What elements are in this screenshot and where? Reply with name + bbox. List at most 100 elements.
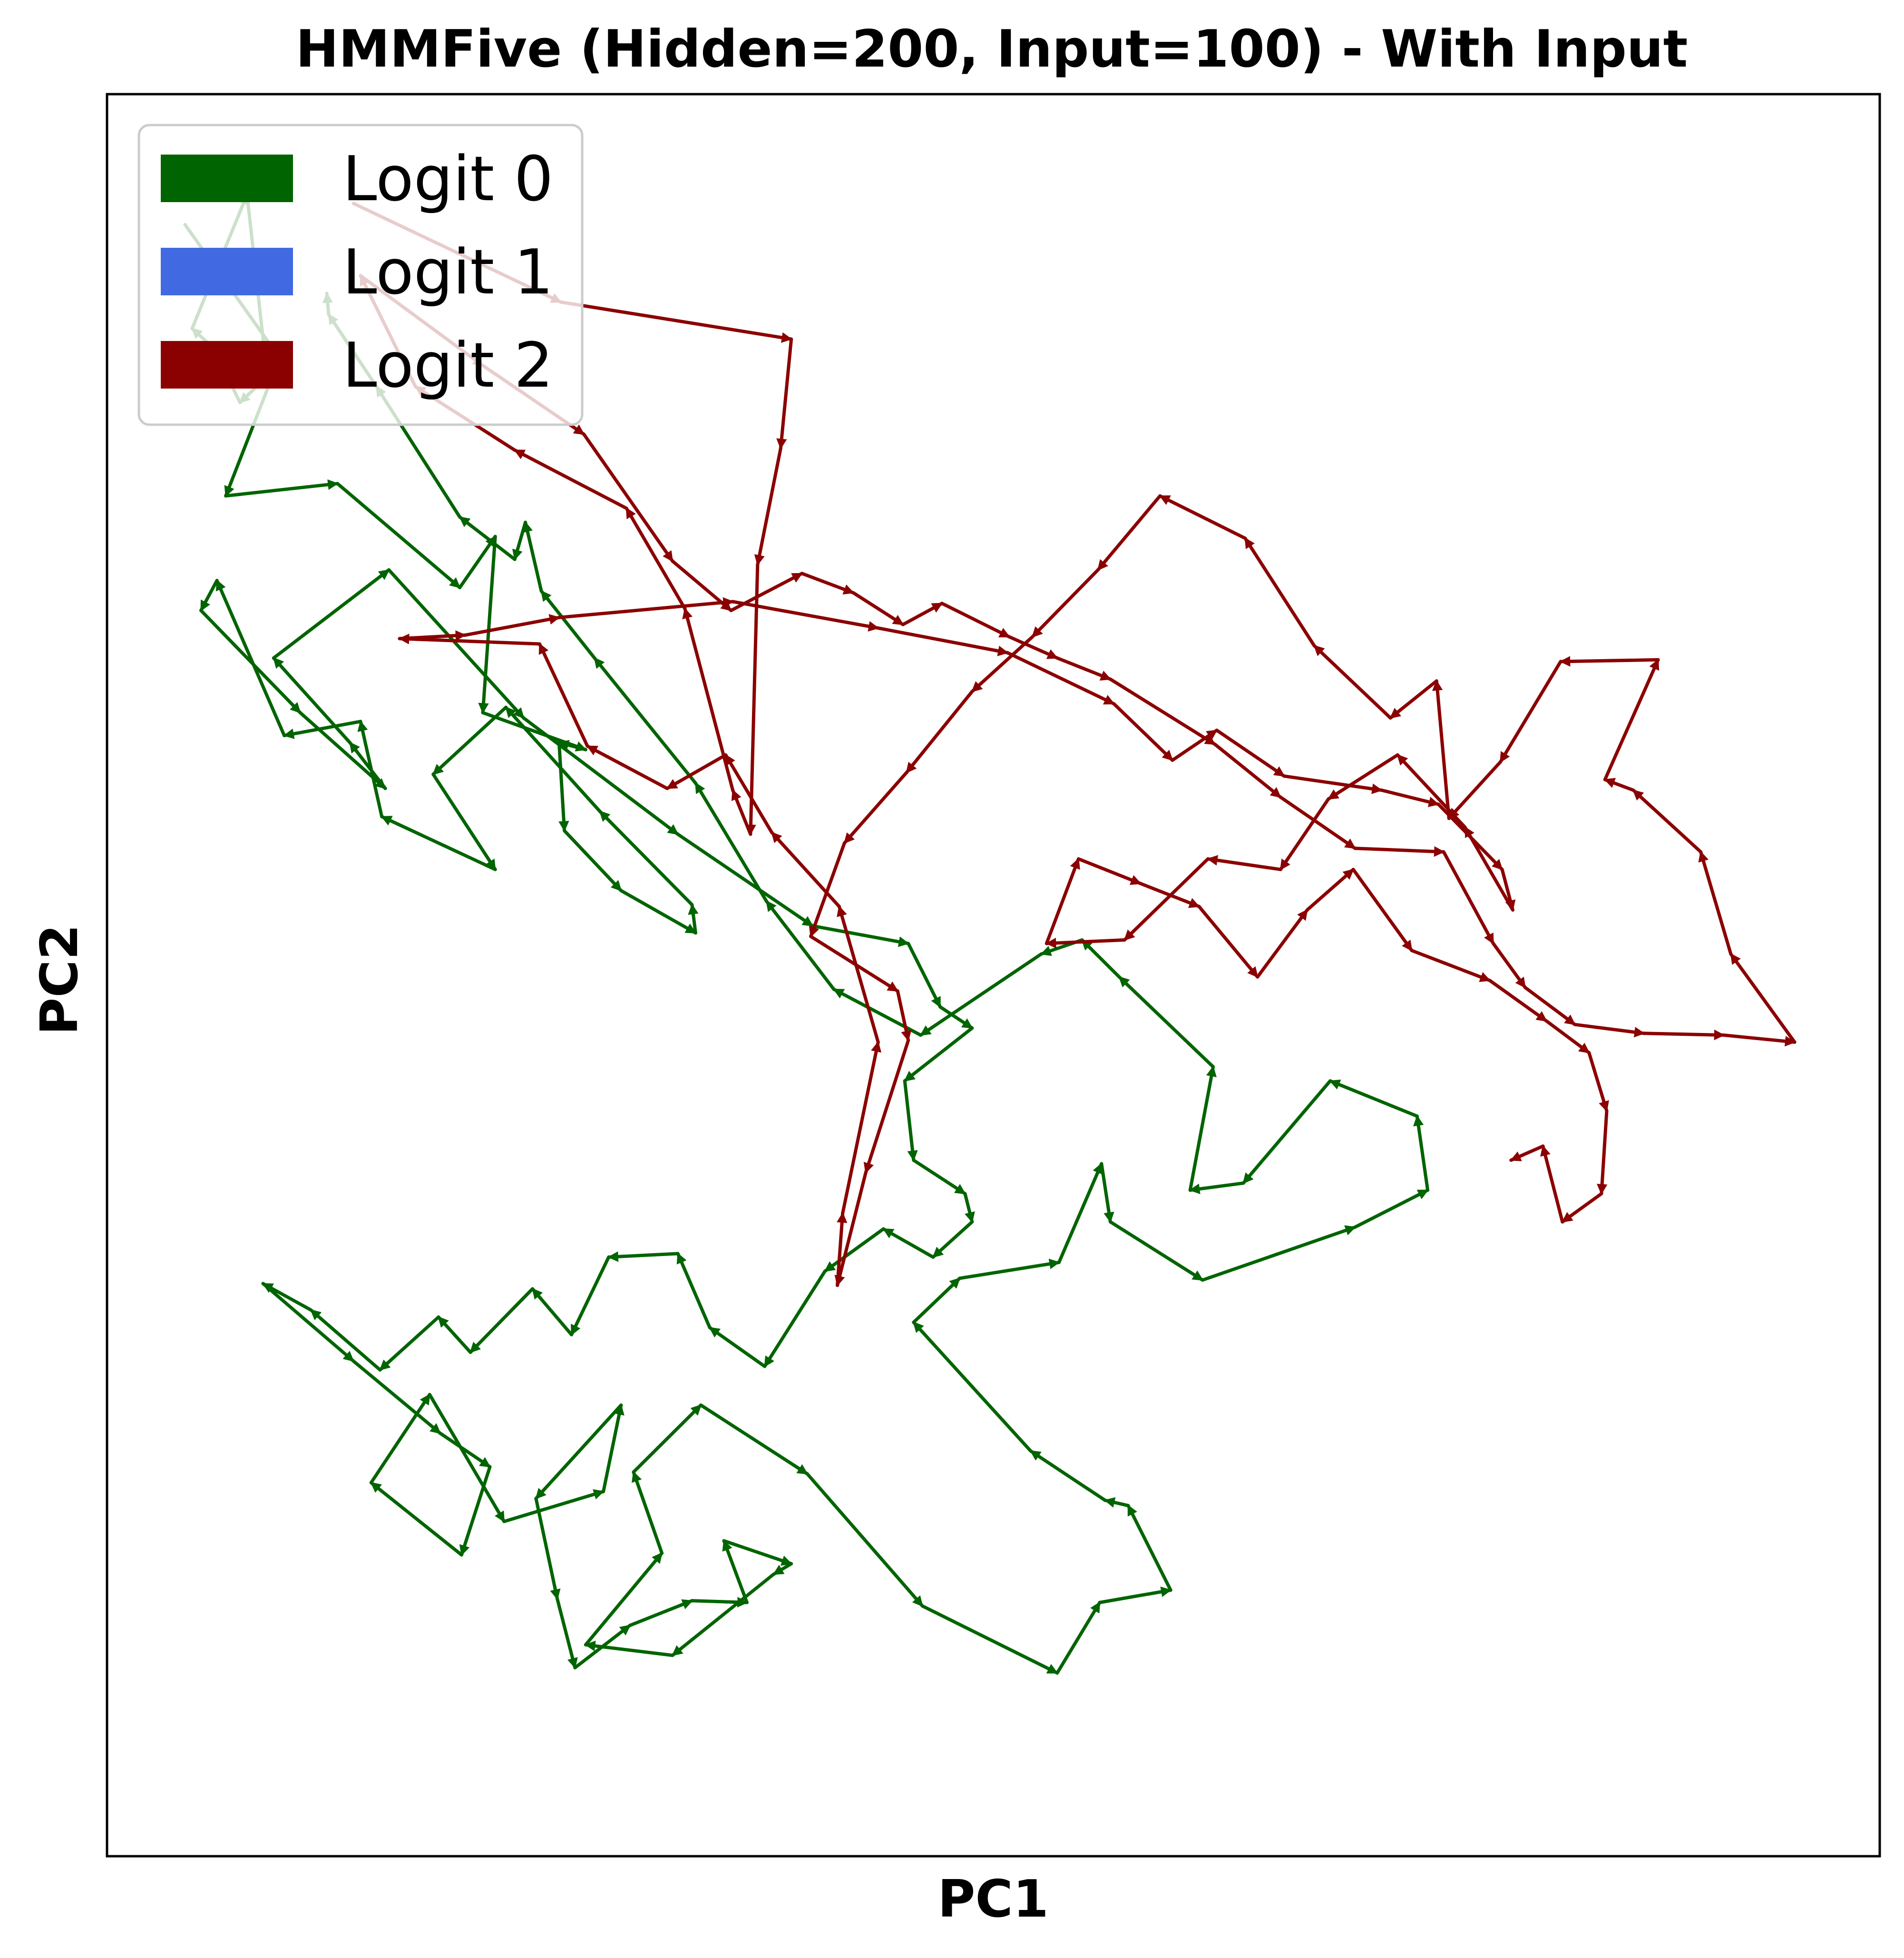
trajectory-segment xyxy=(531,1287,573,1336)
trajectory-segment xyxy=(458,535,497,589)
trajectory-segment xyxy=(1498,660,1562,764)
trajectory-segment xyxy=(1256,908,1309,979)
trajectory-segment xyxy=(1573,1023,1646,1038)
trajectory-segment xyxy=(1006,651,1116,706)
trajectory-segment xyxy=(776,337,793,450)
trajectory-segment xyxy=(920,1604,1059,1675)
trajectory-segment xyxy=(625,507,687,611)
trajectory-segment xyxy=(1055,1601,1102,1675)
trajectory-segment xyxy=(688,903,699,935)
trajectory-segment xyxy=(369,1481,463,1557)
trajectory-segment xyxy=(459,1465,492,1557)
trajectory-segment xyxy=(963,1192,975,1224)
legend-swatch xyxy=(161,155,293,202)
trajectory-segment xyxy=(1642,1029,1726,1041)
trajectory-segment xyxy=(504,705,602,813)
trajectory-segment xyxy=(1388,679,1438,720)
trajectory-segment xyxy=(1279,797,1330,871)
trajectory-segment xyxy=(513,448,628,510)
trajectory-segment xyxy=(1353,1188,1430,1229)
trajectory-segment xyxy=(586,744,669,790)
trajectory-segment xyxy=(896,989,912,1042)
trajectory-segment xyxy=(1057,1162,1103,1264)
trajectory-segment xyxy=(582,432,674,563)
trajectory-segment xyxy=(1139,882,1201,908)
trajectory-segment xyxy=(1103,1497,1130,1508)
trajectory-segment xyxy=(676,832,814,928)
trajectory-segment xyxy=(834,1171,868,1287)
trajectory-segment xyxy=(598,809,694,906)
trajectory-segment xyxy=(1631,789,1703,854)
trajectory-segment xyxy=(1100,1162,1114,1224)
trajectory-segment xyxy=(261,1282,355,1363)
trajectory-segment xyxy=(431,705,508,776)
trajectory-segment xyxy=(1488,979,1548,1023)
trajectory-segment xyxy=(224,479,339,498)
trajectory-segment xyxy=(919,952,1043,1037)
trajectory-segment xyxy=(563,829,623,893)
trajectory-segment xyxy=(938,1005,974,1030)
series-0 xyxy=(183,193,1430,1675)
trajectory-segment xyxy=(1729,952,1797,1044)
trajectory-segment xyxy=(458,515,517,561)
legend-swatch xyxy=(161,248,293,295)
trajectory-segment xyxy=(931,1220,974,1259)
trajectory-segment xyxy=(559,300,793,343)
trajectory-segment xyxy=(556,1597,578,1670)
trajectory-segment xyxy=(1463,825,1514,912)
trajectory-segment xyxy=(1117,975,1215,1069)
trajectory-segment xyxy=(1188,1065,1217,1192)
trajectory-segment xyxy=(693,781,768,903)
trajectory-segment xyxy=(907,942,942,1009)
trajectory-segment xyxy=(1540,1144,1564,1224)
trajectory-segment xyxy=(1597,1109,1609,1196)
trajectory-segment xyxy=(512,520,527,561)
trajectory-segment xyxy=(731,789,752,836)
legend-label: Logit 1 xyxy=(342,236,553,308)
trajectory-segment xyxy=(398,630,467,641)
trajectory-segment xyxy=(764,899,836,991)
trajectory-segment xyxy=(428,1393,506,1523)
legend-swatch xyxy=(161,341,293,389)
trajectory-segment xyxy=(1413,1114,1430,1192)
chart-title: HMMFive (Hidden=200, Input=100) - With I… xyxy=(296,19,1688,79)
trajectory-segment xyxy=(1206,855,1282,871)
trajectory-segment xyxy=(1080,938,1121,979)
trajectory-segment xyxy=(699,1403,809,1476)
trajectory-segment xyxy=(1509,1144,1545,1162)
trajectory-segment xyxy=(336,482,462,589)
trajectory-segment xyxy=(1351,867,1414,953)
trajectory-segment xyxy=(1432,679,1451,820)
trajectory-segment xyxy=(1353,846,1445,857)
trajectory-segment xyxy=(584,1551,664,1646)
trajectory-segment xyxy=(901,602,944,626)
trajectory-segment xyxy=(881,1227,935,1259)
x-axis-label: PC1 xyxy=(937,1870,1049,1929)
trajectory-segment xyxy=(1123,857,1210,942)
trajectory-segment xyxy=(1722,1033,1797,1047)
trajectory-segment xyxy=(398,633,541,646)
trajectory-segment xyxy=(722,1539,793,1566)
trajectory-segment xyxy=(851,591,905,626)
trajectory-segment xyxy=(731,600,880,632)
trajectory-segment xyxy=(602,1403,625,1493)
trajectory-segment xyxy=(1126,1504,1172,1592)
trajectory-segment xyxy=(539,589,596,660)
trajectory-segment xyxy=(1213,742,1282,799)
trajectory-segment xyxy=(1076,857,1142,886)
trajectory-segment xyxy=(1045,937,1126,949)
trajectory-segment xyxy=(745,563,760,836)
trajectory-segment xyxy=(842,770,908,845)
trajectory-segment xyxy=(534,1497,561,1601)
trajectory-segment xyxy=(1055,656,1112,681)
trajectory-segment xyxy=(665,753,728,790)
trajectory-segment xyxy=(469,1287,534,1354)
trajectory-segment xyxy=(557,740,569,833)
trajectory-segment xyxy=(876,626,1009,656)
trajectory-segment xyxy=(261,1282,313,1312)
trajectory-segment xyxy=(1447,760,1502,820)
trajectory-segment xyxy=(283,720,362,739)
legend: Logit 0 Logit 1 Logit 2 xyxy=(137,124,584,426)
trajectory-segment xyxy=(534,1403,623,1500)
legend-label: Logit 0 xyxy=(342,143,553,215)
